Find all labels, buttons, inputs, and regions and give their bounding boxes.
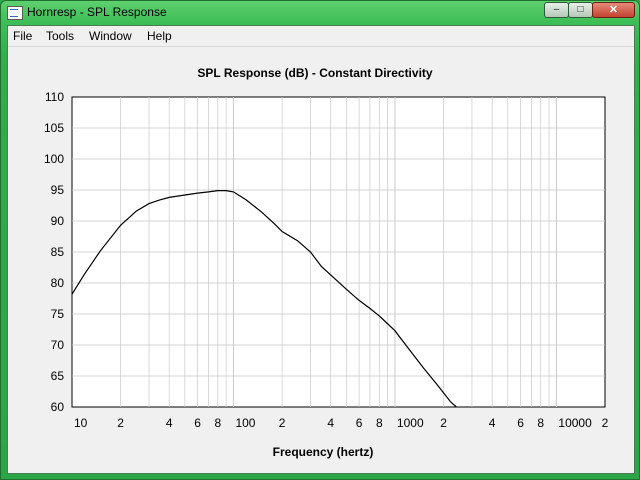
y-tick-label: 80 — [51, 276, 65, 290]
x-tick-label: 6 — [356, 416, 363, 430]
y-tick-label: 100 — [44, 152, 64, 166]
y-tick-label: 75 — [51, 307, 65, 321]
window-title: Hornresp - SPL Response — [27, 5, 167, 19]
maximize-icon: □ — [577, 4, 584, 15]
x-axis-ticks: 10 2 4 6 8 100 2 4 6 8 1000 2 4 6 8 10000 2 — [74, 416, 609, 430]
y-tick-label: 70 — [51, 338, 65, 352]
y-tick-label: 60 — [51, 400, 65, 414]
menu-help[interactable]: Help — [147, 29, 172, 43]
menu-tools[interactable]: Tools — [46, 29, 75, 43]
x-tick-label: 4 — [327, 416, 334, 430]
x-axis-label: Frequency (hertz) — [273, 445, 374, 459]
y-tick-label: 105 — [44, 121, 64, 135]
x-tick-label: 4 — [166, 416, 173, 430]
y-axis-ticks: 60 65 70 75 80 85 90 95 100 105 110 — [44, 90, 64, 414]
y-tick-label: 110 — [45, 90, 64, 104]
y-tick-label: 85 — [51, 245, 65, 259]
x-tick-label: 2 — [602, 416, 609, 430]
x-tick-label: 1000 — [397, 416, 424, 430]
grid-lines — [72, 97, 605, 407]
y-tick-label: 90 — [51, 214, 65, 228]
menu-bar: File Tools Window Help — [8, 26, 634, 47]
menu-window[interactable]: Window — [89, 29, 132, 43]
menu-file[interactable]: File — [13, 29, 33, 43]
spl-curve — [71, 190, 457, 408]
x-tick-label: 10000 — [558, 416, 592, 430]
spl-response-chart[interactable]: SPL Response (dB) - Constant Directivity… — [8, 47, 634, 473]
minimize-icon: – — [553, 4, 560, 15]
x-tick-label: 100 — [235, 416, 255, 430]
x-tick-label: 6 — [194, 416, 201, 430]
x-tick-label: 2 — [279, 416, 286, 430]
x-tick-label: 10 — [74, 416, 88, 430]
chart-panel: SPL Response (dB) - Constant Directivity… — [8, 47, 634, 473]
close-icon: ✕ — [608, 4, 619, 16]
close-button[interactable]: ✕ — [592, 2, 635, 18]
hornresp-app-icon[interactable] — [7, 6, 23, 20]
y-tick-label: 65 — [51, 369, 65, 383]
title-bar[interactable]: Hornresp - SPL Response – □ ✕ — [1, 1, 639, 25]
x-tick-label: 8 — [376, 416, 383, 430]
client-area: File Tools Window Help SPL Response (dB)… — [7, 25, 635, 474]
x-tick-label: 2 — [440, 416, 447, 430]
x-tick-label: 2 — [117, 416, 124, 430]
y-tick-label: 95 — [51, 183, 65, 197]
maximize-button[interactable]: □ — [568, 2, 593, 18]
x-tick-label: 4 — [489, 416, 496, 430]
x-tick-label: 6 — [517, 416, 524, 430]
x-tick-label: 8 — [537, 416, 544, 430]
x-tick-label: 8 — [214, 416, 221, 430]
minimize-button[interactable]: – — [544, 2, 569, 18]
chart-title: SPL Response (dB) - Constant Directivity — [197, 66, 432, 80]
